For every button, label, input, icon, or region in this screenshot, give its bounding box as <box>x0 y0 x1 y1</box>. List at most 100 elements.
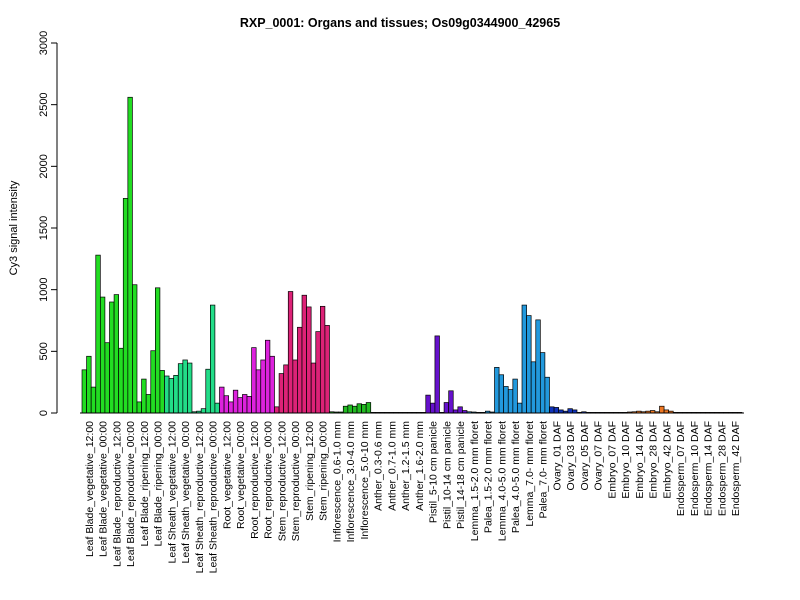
bar <box>512 378 518 414</box>
bar <box>365 402 372 414</box>
x-tick-label: Leaf Blade_reproductive_00:00 <box>125 421 137 567</box>
bar <box>425 394 431 414</box>
bar <box>145 394 152 414</box>
x-tick-label: Leaf Blade_reproductive_12:00 <box>111 421 123 567</box>
x-tick-label: Leaf Sheath_vegetative_12:00 <box>166 421 178 564</box>
bar <box>260 359 266 414</box>
bar <box>324 325 330 414</box>
x-tick-label: Leaf Sheath_reproductive_00:00 <box>208 421 220 574</box>
x-tick-label: Lemma_4.0-5.0 mm floret <box>496 421 508 541</box>
bar <box>517 402 523 414</box>
bar <box>219 386 225 414</box>
bar <box>278 373 285 414</box>
x-tick-label: Anther_1.6-2.0 mm <box>414 421 426 511</box>
bar <box>361 404 367 414</box>
bar <box>255 369 262 414</box>
bar <box>246 396 252 414</box>
x-tick-label: Root_vegetative_12:00 <box>221 421 233 529</box>
x-tick-label: Stem_reproductive_00:00 <box>290 421 302 541</box>
y-tick-label: 500 <box>38 342 50 360</box>
bar <box>173 375 179 414</box>
category-labels: Leaf Blade_vegetative_12:00 Leaf Blade_ve… <box>84 421 742 574</box>
bar <box>164 375 170 414</box>
bar <box>430 402 436 414</box>
x-tick-label: Endosperm_10 DAF <box>689 421 701 516</box>
bar <box>104 342 110 414</box>
x-tick-label: Ovary_05 DAF <box>579 421 591 490</box>
y-tick-label: 2500 <box>38 92 50 116</box>
x-tick-label: Endosperm_07 DAF <box>675 421 687 516</box>
x-tick-label: Root_reproductive_00:00 <box>263 421 275 539</box>
x-tick-label: Root_reproductive_12:00 <box>249 421 261 539</box>
bar <box>498 374 505 414</box>
bar <box>507 389 514 414</box>
x-tick-label: Anther_0.3-0.6 mm <box>373 421 385 511</box>
bar <box>99 296 106 414</box>
x-tick-label: Leaf Blade_vegetative_00:00 <box>98 421 110 557</box>
bar <box>159 370 165 414</box>
bar <box>168 378 175 414</box>
x-tick-label: Leaf Blade_ripening_00:00 <box>153 421 165 547</box>
x-tick-label: Stem_ripening_00:00 <box>318 421 330 521</box>
x-tick-label: Inflorescence_3.0-4.0 mm <box>345 421 357 543</box>
bar <box>315 331 321 414</box>
x-tick-label: Pistil_10-14 cm panicle <box>441 421 453 529</box>
bar <box>292 359 298 414</box>
y-axis-label: Cy3 signal intensity <box>8 180 20 275</box>
bar <box>310 362 317 414</box>
y-tick-label: 1500 <box>38 216 50 240</box>
y-tick-label: 1000 <box>38 277 50 301</box>
bar <box>200 408 207 414</box>
bar <box>553 407 559 414</box>
bar <box>526 315 532 414</box>
bar <box>155 287 161 414</box>
y-tick-label: 2000 <box>38 154 50 178</box>
x-tick-label: Leaf Sheath_reproductive_12:00 <box>194 421 206 574</box>
bar <box>320 305 326 414</box>
bar <box>113 294 119 414</box>
bar <box>457 406 463 414</box>
bar <box>535 319 541 414</box>
bar <box>141 378 147 414</box>
bar <box>223 395 230 414</box>
x-tick-label: Embryo_14 DAF <box>634 421 646 499</box>
bar-group <box>81 96 743 414</box>
bar <box>214 402 220 414</box>
bar <box>494 367 500 414</box>
bar <box>90 386 97 414</box>
chart-title: RXP_0001: Organs and tissues; Os09g03449… <box>240 16 560 30</box>
bar <box>136 401 142 414</box>
bar <box>237 397 243 414</box>
x-tick-label: Inflorescence_5.0-10 mm <box>359 421 371 540</box>
bar <box>232 389 239 414</box>
bar <box>210 304 216 414</box>
bar <box>521 304 527 414</box>
x-tick-label: Embryo_10 DAF <box>620 421 632 499</box>
bar <box>352 405 358 414</box>
x-tick-label: Endosperm_14 DAF <box>703 421 715 516</box>
x-tick-label: Lemma_7.0- mm floret <box>524 421 536 527</box>
bar <box>109 301 115 414</box>
bar <box>242 394 248 414</box>
bar <box>342 405 349 414</box>
bar <box>81 369 87 414</box>
x-tick-label: Stem_ripening_12:00 <box>304 421 316 521</box>
x-tick-label: Pistil_5-10 cm panicle <box>428 421 440 523</box>
bar <box>539 352 546 414</box>
bar <box>274 406 280 414</box>
bar <box>127 96 133 414</box>
x-tick-label: Embryo_42 DAF <box>661 421 673 499</box>
bar <box>86 355 92 414</box>
x-tick-label: Palea_1.5-2.0 mm floret <box>483 421 495 533</box>
x-tick-label: Anther_1.2-1.5 mm <box>400 421 412 511</box>
bar <box>544 376 550 414</box>
bar <box>205 368 211 414</box>
bar <box>122 198 129 414</box>
x-tick-label: Palea_4.0-5.0 mm floret <box>510 421 522 533</box>
bar <box>549 406 555 414</box>
y-tick-label: 3000 <box>38 31 50 55</box>
bar <box>187 362 193 414</box>
bar <box>503 386 509 414</box>
bar <box>182 359 188 414</box>
